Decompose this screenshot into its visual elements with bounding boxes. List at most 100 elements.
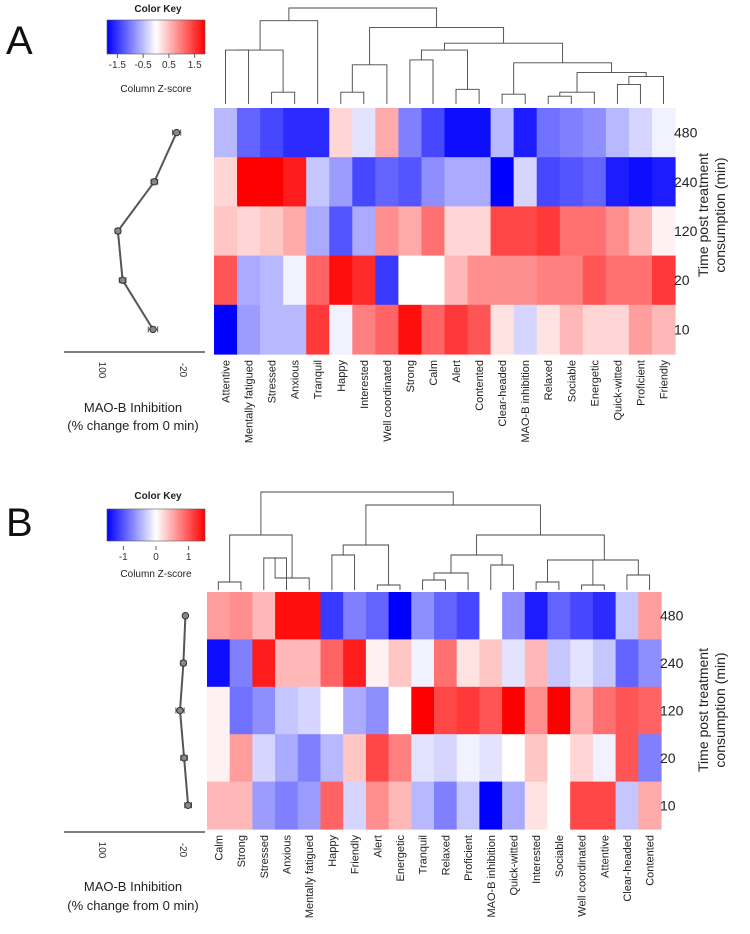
heatmap-cell bbox=[283, 255, 307, 306]
heatmap-cell bbox=[467, 206, 492, 257]
heatmap-cell bbox=[283, 157, 307, 207]
heatmap-cell bbox=[352, 157, 376, 207]
heatmap-cell bbox=[490, 206, 515, 257]
heatmap-cell bbox=[582, 108, 607, 158]
heatmap-cell bbox=[229, 592, 253, 640]
heatmap-cell bbox=[444, 304, 469, 355]
heatmap-cell bbox=[559, 304, 584, 355]
line-axis-b: 100 -20 MAO-B Inhibition (% change from … bbox=[64, 831, 205, 913]
heatmap-cell bbox=[638, 734, 662, 783]
heatmap-cell bbox=[352, 206, 376, 257]
dendrogram-branch bbox=[570, 559, 639, 575]
line-axis-a-tick-neg20: -20 bbox=[177, 363, 188, 378]
heatmap-column-label: Contented bbox=[474, 360, 486, 411]
heatmap-cell bbox=[502, 781, 526, 830]
dendrogram-branch bbox=[535, 581, 560, 590]
heatmap-cell bbox=[229, 686, 253, 735]
heatmap-cell bbox=[207, 639, 231, 688]
heatmap-cell bbox=[365, 734, 390, 783]
heatmap-cell bbox=[237, 206, 261, 257]
heatmap-cell bbox=[456, 686, 480, 735]
dendrogram-branch bbox=[365, 504, 541, 545]
heatmap-cell bbox=[297, 639, 322, 688]
heatmap-cell bbox=[306, 255, 330, 306]
dendrogram-branch bbox=[351, 64, 388, 104]
heatmap-column-label: Alert bbox=[372, 835, 384, 858]
heatmap-cell bbox=[252, 781, 276, 830]
dendrogram-branch bbox=[581, 584, 605, 590]
heatmap-cell bbox=[502, 734, 526, 783]
heatmap-cell bbox=[638, 686, 662, 735]
heatmap-cell bbox=[479, 734, 503, 783]
heatmap-column-label: Attentive bbox=[599, 835, 611, 878]
mao-b-point bbox=[179, 659, 188, 667]
heatmap-column-label: Alert bbox=[451, 360, 463, 383]
heatmap-cell bbox=[582, 157, 607, 207]
heatmap-cell bbox=[570, 686, 594, 735]
heatmap-column-label: Happy bbox=[327, 835, 339, 867]
color-key-label-a: Column Z-score bbox=[120, 84, 192, 95]
heatmap-cell bbox=[214, 206, 238, 257]
heatmap-cell bbox=[214, 255, 238, 306]
color-key-tick-label: -0.5 bbox=[134, 60, 152, 71]
heatmap-cell bbox=[398, 108, 423, 158]
heatmap-cell bbox=[275, 639, 299, 688]
heatmap-cell bbox=[283, 206, 307, 257]
line-axis-b-title-1: MAO-B Inhibition bbox=[84, 879, 182, 894]
heatmap-cell bbox=[252, 686, 276, 735]
dendrogram-branch bbox=[547, 95, 572, 104]
dendrogram-branch bbox=[444, 42, 564, 63]
heatmap-cell bbox=[411, 639, 435, 688]
heatmap-cell bbox=[582, 206, 607, 257]
heatmap-cell bbox=[365, 686, 390, 735]
heatmap-cell bbox=[490, 304, 515, 355]
heatmap-cell bbox=[592, 639, 617, 688]
heatmap-column-label: MAO-B inhibition bbox=[486, 835, 498, 918]
heatmap-cell bbox=[421, 255, 446, 306]
heatmap-cell bbox=[434, 686, 458, 735]
mao-b-point bbox=[114, 227, 122, 235]
heatmap-cell bbox=[479, 781, 503, 830]
color-key-b: Color Key -1 0 1 Column Z-score bbox=[106, 491, 206, 580]
heatmap-cell bbox=[329, 108, 353, 158]
heatmap-column-label: Tranquil bbox=[418, 835, 430, 874]
heatmap-cell bbox=[638, 639, 662, 688]
heatmap-cell bbox=[237, 255, 261, 306]
heatmap-cell bbox=[605, 304, 630, 355]
heatmap-column-label: Proficient bbox=[635, 360, 647, 406]
heatmap-column-label: Contented bbox=[645, 835, 657, 886]
heatmap-column-label: MAO-B inhibition bbox=[520, 360, 532, 443]
heatmap-cell bbox=[398, 255, 423, 306]
color-key-a: Color Key -1.5 -0.5 0.5 1.5 Column Z-score bbox=[106, 4, 206, 95]
heatmap-cell bbox=[628, 157, 653, 207]
heatmap-column-label: Energetic bbox=[395, 835, 407, 882]
dendrogram-branch bbox=[450, 554, 503, 573]
heatmap-cell bbox=[615, 734, 639, 783]
heatmap-cell bbox=[479, 686, 503, 735]
dendrogram-branch bbox=[259, 20, 319, 104]
heatmap-cell bbox=[456, 781, 480, 830]
heatmap-column-label: Strong bbox=[405, 360, 417, 392]
dendrogram-branch bbox=[260, 491, 454, 535]
dendrogram-branch bbox=[288, 7, 438, 28]
heatmap-column-label: Sociable bbox=[566, 360, 578, 402]
heatmap-cell bbox=[582, 304, 607, 355]
heatmap-cell bbox=[398, 157, 423, 207]
heatmap-cell bbox=[398, 206, 423, 257]
heatmap-cell bbox=[260, 206, 284, 257]
heatmap-cell bbox=[329, 255, 353, 306]
heatmap-cell bbox=[592, 592, 617, 640]
dendrogram-branch bbox=[490, 564, 514, 590]
heatmap-cell bbox=[651, 108, 676, 158]
heatmap-cell bbox=[513, 157, 538, 207]
heatmap-cell bbox=[306, 206, 330, 257]
heatmap-cell bbox=[421, 206, 446, 257]
line-axis-b-tick-neg20: -20 bbox=[177, 843, 188, 858]
heatmap-cell bbox=[306, 304, 330, 355]
heatmap-cell bbox=[214, 108, 238, 158]
heatmap-cell bbox=[275, 686, 299, 735]
heatmap-cell bbox=[638, 781, 662, 830]
heatmap-cell bbox=[320, 592, 344, 640]
heatmap-cell bbox=[651, 304, 676, 355]
